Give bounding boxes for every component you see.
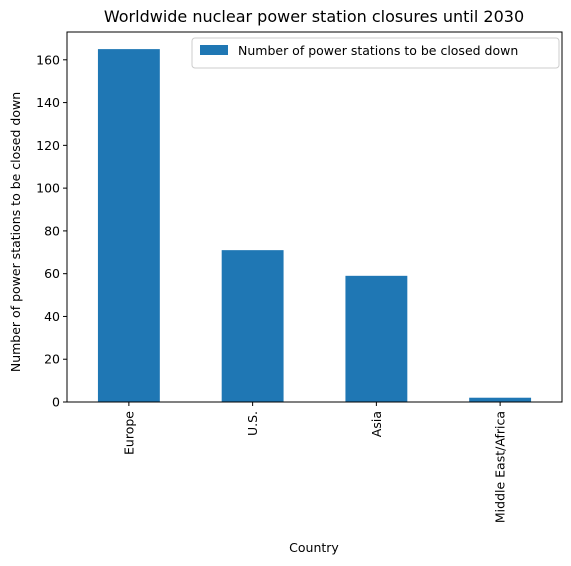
legend-swatch [200, 45, 228, 55]
bar-middle-east-africa [469, 397, 532, 402]
bar-series [97, 49, 532, 403]
chart-title: Worldwide nuclear power station closures… [104, 7, 524, 26]
y-tick-label: 140 [36, 95, 60, 110]
y-tick-label: 120 [36, 138, 60, 153]
y-axis-label: Number of power stations to be closed do… [8, 92, 23, 372]
y-tick-label: 160 [36, 52, 60, 67]
legend-box [191, 37, 560, 69]
x-tick-label: Middle East/Africa [493, 411, 508, 523]
legend: Number of power stations to be closed do… [191, 37, 560, 69]
bar-europe [97, 49, 160, 403]
y-tick-label: 20 [44, 352, 60, 367]
x-axis-ticks: Europe U.S. Asia Middle East/Africa [121, 402, 508, 523]
y-tick-label: 80 [44, 223, 60, 238]
bar-asia [345, 275, 408, 402]
y-tick-label: 60 [44, 266, 60, 281]
legend-entry: Number of power stations to be closed do… [238, 43, 518, 58]
y-tick-label: 100 [36, 181, 60, 196]
y-axis-ticks: 0 20 40 60 80 100 120 140 160 [36, 52, 67, 410]
x-tick-label: Europe [121, 411, 136, 455]
axes-frame [66, 31, 563, 403]
x-tick-label: U.S. [245, 411, 260, 436]
y-tick-label: 0 [52, 395, 60, 410]
x-tick-label: Asia [369, 411, 384, 437]
axes-border [66, 31, 563, 403]
bar-u-s [221, 250, 284, 402]
y-tick-label: 40 [44, 309, 60, 324]
x-axis-label: Country [289, 540, 339, 555]
